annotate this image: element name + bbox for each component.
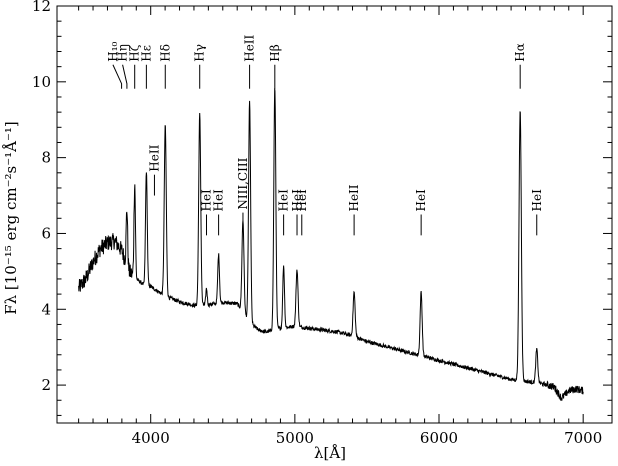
line-marker bbox=[122, 64, 128, 89]
line-label: Hδ bbox=[158, 44, 172, 62]
line-label: HeI bbox=[295, 189, 309, 212]
line-label: HeI bbox=[199, 189, 213, 212]
line-label: Hγ bbox=[193, 44, 207, 62]
x-tick-label: 5000 bbox=[276, 429, 314, 447]
line-label: Hζ bbox=[128, 44, 142, 61]
line-label: H₁₀ bbox=[106, 41, 120, 61]
line-label: Hε bbox=[139, 45, 153, 62]
line-label: HeI bbox=[212, 189, 226, 212]
y-axis-label: Fλ [10⁻¹⁵ erg cm⁻²s⁻¹Å⁻¹] bbox=[2, 121, 20, 315]
line-label: Hβ bbox=[268, 44, 282, 61]
line-label: Hα bbox=[513, 43, 527, 62]
y-tick-label: 2 bbox=[41, 376, 51, 394]
line-label: HeI bbox=[277, 189, 291, 212]
y-tick-label: 12 bbox=[32, 0, 51, 15]
line-label: HeI bbox=[290, 189, 304, 212]
line-label: Hη bbox=[116, 44, 130, 62]
line-label: HeII bbox=[147, 144, 161, 171]
line-marker bbox=[112, 64, 123, 89]
y-tick-label: 8 bbox=[41, 149, 51, 167]
x-tick-label: 6000 bbox=[420, 429, 458, 447]
spectrum-line bbox=[78, 88, 584, 401]
y-tick-label: 6 bbox=[41, 224, 51, 242]
line-label: NIII,CIII bbox=[236, 157, 250, 209]
line-label: HeI bbox=[414, 189, 428, 212]
axis-ticks bbox=[57, 5, 612, 423]
tick-labels: 4000 5000 6000 7000 2 4 6 8 10 12 bbox=[32, 0, 602, 447]
x-tick-label: 4000 bbox=[132, 429, 170, 447]
line-label: HeII bbox=[347, 184, 361, 211]
x-tick-label: 7000 bbox=[564, 429, 602, 447]
y-tick-label: 10 bbox=[32, 73, 51, 91]
line-label: HeI bbox=[530, 189, 544, 212]
line-label: HeII bbox=[243, 34, 257, 61]
plot-frame bbox=[56, 5, 613, 424]
y-tick-label: 4 bbox=[41, 300, 51, 318]
x-axis-label: λ[Å] bbox=[314, 444, 346, 462]
